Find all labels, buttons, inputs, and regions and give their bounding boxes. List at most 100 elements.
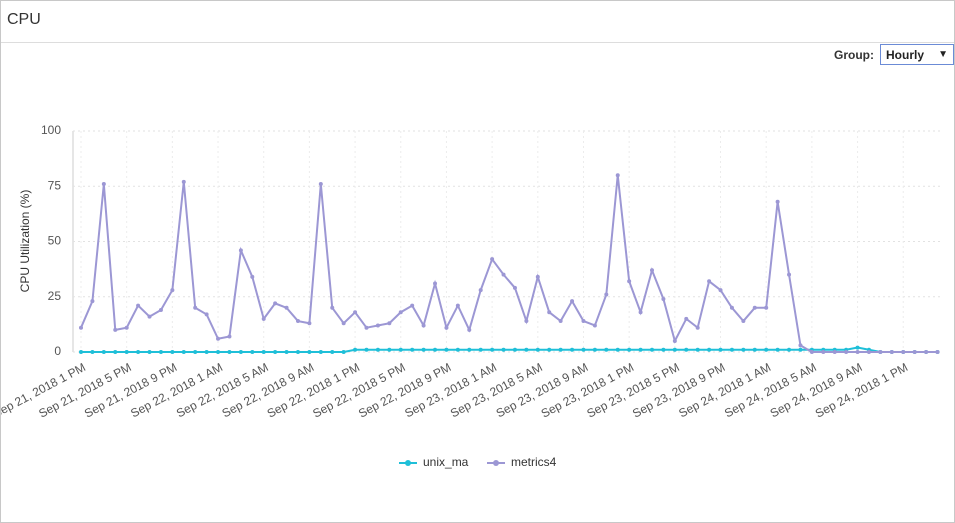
point: [79, 350, 83, 354]
point: [855, 345, 860, 350]
point: [764, 347, 769, 352]
point: [661, 347, 666, 352]
point: [878, 350, 883, 354]
point: [147, 314, 152, 319]
point: [433, 281, 438, 286]
point: [433, 347, 438, 352]
point: [787, 347, 792, 352]
point: [238, 350, 243, 354]
point: [79, 325, 83, 330]
y-axis-title: CPU Utilization (%): [18, 190, 32, 293]
point: [684, 347, 689, 352]
point: [524, 319, 529, 324]
point: [170, 350, 175, 354]
point: [101, 350, 106, 354]
point: [250, 274, 255, 279]
point: [592, 347, 597, 352]
point: [752, 347, 757, 352]
point: [113, 327, 118, 332]
point: [729, 305, 734, 310]
series-line: [80, 175, 938, 353]
point: [455, 347, 460, 352]
point: [809, 350, 814, 354]
point: [467, 347, 472, 352]
point: [547, 347, 552, 352]
point: [421, 323, 426, 328]
group-label: Group:: [834, 47, 874, 62]
point: [741, 347, 746, 352]
point: [592, 323, 597, 328]
legend-marker: [493, 460, 499, 466]
point: [375, 323, 380, 328]
panel-header: CPU: [1, 1, 954, 43]
point: [330, 305, 335, 310]
point: [866, 350, 871, 354]
group-control: Group: Hourly ▼: [834, 44, 954, 65]
point: [718, 288, 723, 293]
point: [170, 288, 175, 293]
point: [558, 319, 563, 324]
point: [158, 308, 163, 313]
point: [604, 292, 609, 297]
point: [501, 272, 506, 277]
point: [752, 305, 757, 310]
point: [821, 350, 826, 354]
point: [707, 347, 712, 352]
point: [136, 350, 141, 354]
point: [341, 350, 346, 354]
point: [512, 347, 517, 352]
point: [855, 350, 860, 354]
point: [204, 350, 209, 354]
point: [775, 347, 780, 352]
point: [775, 199, 780, 204]
point: [193, 350, 198, 354]
point: [615, 173, 620, 178]
point: [261, 350, 266, 354]
y-tick-label: 75: [48, 178, 62, 192]
point: [398, 347, 403, 352]
point: [250, 350, 255, 354]
point: [912, 350, 917, 354]
point: [387, 347, 392, 352]
point: [478, 288, 483, 293]
point: [444, 347, 449, 352]
point: [718, 347, 723, 352]
point: [158, 350, 163, 354]
point: [535, 347, 540, 352]
point: [478, 347, 483, 352]
point: [307, 321, 312, 326]
point: [307, 350, 312, 354]
point: [558, 347, 563, 352]
point: [227, 334, 232, 339]
point: [330, 350, 335, 354]
point: [284, 350, 289, 354]
y-tick-label: 25: [48, 289, 62, 303]
point: [501, 347, 506, 352]
point: [764, 305, 769, 310]
point: [216, 350, 221, 354]
point: [924, 350, 929, 354]
panel-title: CPU: [7, 11, 41, 28]
point: [935, 350, 940, 354]
point: [455, 303, 460, 308]
point: [512, 285, 517, 290]
y-tick-label: 100: [41, 123, 61, 137]
point: [216, 336, 221, 341]
point: [581, 319, 586, 324]
point: [295, 319, 300, 324]
point: [341, 321, 346, 326]
point: [90, 350, 95, 354]
point: [729, 347, 734, 352]
point: [707, 279, 712, 284]
point: [273, 350, 278, 354]
group-select[interactable]: Hourly ▼: [880, 44, 954, 65]
point: [570, 347, 575, 352]
series-line: [81, 346, 938, 353]
point: [901, 350, 906, 354]
point: [661, 296, 666, 301]
point: [273, 301, 278, 306]
point: [695, 347, 700, 352]
point: [364, 347, 369, 352]
